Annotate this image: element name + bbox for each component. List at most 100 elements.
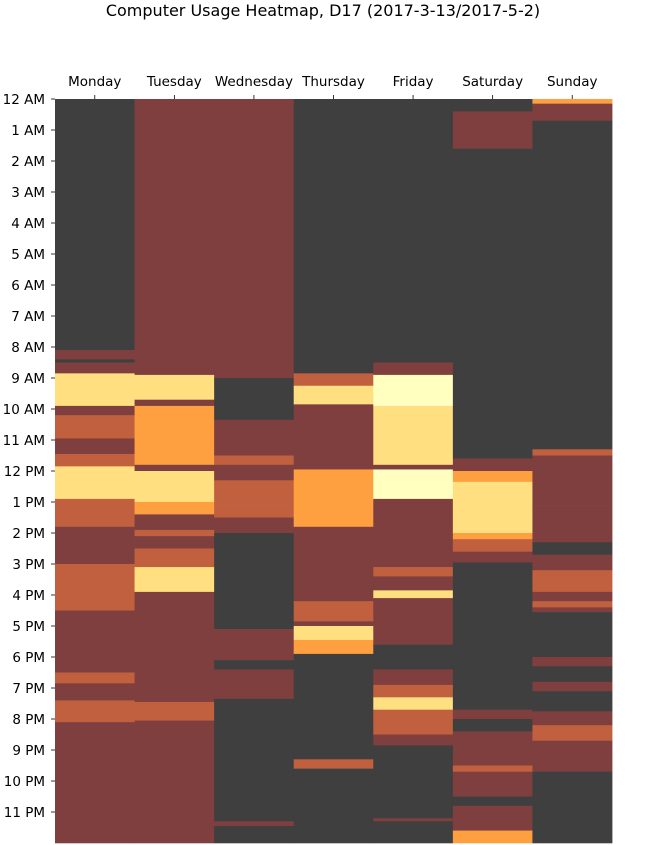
heatmap-cell [214, 99, 295, 379]
heatmap-cell [214, 660, 295, 670]
heatmap-cells [55, 99, 613, 844]
chart-title: Computer Usage Heatmap, D17 (2017-3-13/2… [106, 1, 540, 20]
heatmap-cell [373, 374, 454, 407]
x-tick-label: Saturday [462, 74, 523, 90]
heatmap-cell [452, 415, 533, 459]
heatmap-cell [452, 805, 533, 831]
heatmap-cell [532, 120, 613, 410]
heatmap-cell [532, 657, 613, 667]
heatmap-cell [134, 514, 215, 531]
y-tick-label: 6 AM [11, 278, 45, 294]
y-tick-label: 11 PM [4, 805, 45, 821]
heatmap-cell [293, 495, 374, 515]
heatmap-cell [452, 562, 533, 710]
heatmap-cell [373, 590, 454, 599]
heatmap-cell [214, 378, 295, 421]
heatmap-cell [214, 825, 295, 844]
y-tick-label: 1 AM [11, 123, 45, 139]
heatmap-cell [134, 405, 215, 466]
heatmap-cell [134, 567, 215, 593]
x-tick-label: Monday [68, 74, 121, 90]
heatmap-cell [55, 362, 135, 374]
heatmap-cell [55, 373, 135, 407]
heatmap-cell [532, 103, 613, 121]
heatmap-cell [373, 818, 454, 822]
heatmap-cell [134, 701, 215, 721]
heatmap-cell [214, 419, 295, 456]
heatmap-cell [293, 626, 374, 641]
y-tick-label: 5 PM [12, 619, 45, 635]
heatmap-cell [134, 529, 215, 537]
y-tick-label: 10 AM [3, 402, 45, 418]
heatmap-cell [55, 610, 135, 673]
heatmap-cell [293, 469, 374, 497]
heatmap-cell [373, 821, 454, 844]
heatmap-cell [214, 505, 295, 518]
heatmap-cell [214, 560, 295, 624]
heatmap-cell [55, 526, 135, 565]
y-tick-label: 9 PM [12, 743, 45, 759]
heatmap-cell [532, 740, 613, 772]
heatmap-cell [532, 612, 613, 658]
heatmap-cell [373, 598, 454, 624]
heatmap-cell [293, 548, 374, 593]
heatmap-cell [532, 409, 613, 450]
heatmap-cell [373, 576, 454, 591]
heatmap-cell [214, 698, 295, 822]
heatmap-cell [214, 517, 295, 534]
heatmap-cell [55, 359, 135, 363]
heatmap-cell [293, 759, 374, 769]
heatmap-cell [214, 455, 295, 466]
heatmap-cell [532, 607, 613, 613]
heatmap-cell [214, 622, 295, 630]
heatmap-cell [452, 481, 533, 534]
heatmap-cell [452, 539, 533, 552]
y-tick-label: 9 AM [11, 371, 45, 387]
y-axis-ticks: 12 AM 1 AM 2 AM 3 AM 4 AM 5 AM 6 AM 7 AM 8 AM 9 A… [3, 92, 55, 821]
heatmap-cell [373, 644, 454, 670]
heatmap-cell [55, 722, 135, 844]
y-tick-label: 6 PM [12, 650, 45, 666]
heatmap-cell [373, 498, 454, 568]
heatmap-cell [293, 621, 374, 627]
heatmap-cell [532, 99, 613, 104]
x-tick-label: Tuesday [146, 74, 202, 90]
heatmap-cell [452, 796, 533, 807]
y-tick-label: 12 PM [4, 464, 45, 480]
heatmap-cell [373, 362, 454, 376]
heatmap-cell [55, 99, 135, 351]
y-tick-label: 12 AM [3, 92, 45, 108]
heatmap-cell [452, 551, 533, 563]
heatmap-cell [373, 99, 454, 363]
heatmap-cell [452, 731, 533, 745]
heatmap-cell [532, 601, 613, 608]
y-tick-label: 2 AM [11, 154, 45, 170]
heatmap-cell [293, 653, 374, 760]
heatmap-cell [293, 385, 374, 405]
heatmap-cell [452, 458, 533, 472]
heatmap-cell [532, 591, 613, 602]
heatmap-cell [55, 564, 135, 611]
y-tick-label: 10 PM [4, 774, 45, 790]
y-tick-label: 4 PM [12, 588, 45, 604]
heatmap-cell [55, 405, 135, 416]
heatmap-cell [293, 591, 374, 602]
y-tick-label: 8 AM [11, 340, 45, 356]
heatmap-cell [532, 681, 613, 692]
heatmap-cell [532, 771, 613, 844]
heatmap-cell [373, 697, 454, 710]
heatmap-cell [55, 415, 135, 439]
heatmap-cell [214, 821, 295, 827]
x-axis-ticks: Monday Tuesday Wednesday Thursday Friday Satu… [68, 74, 597, 99]
heatmap-cell [452, 765, 533, 772]
heatmap-cell [452, 709, 533, 720]
heatmap-cell [55, 514, 135, 528]
heatmap-cell [293, 373, 374, 387]
heatmap-cell [532, 666, 613, 683]
heatmap-cell [55, 350, 135, 360]
heatmap-cell [452, 111, 533, 149]
heatmap-cell [293, 526, 374, 549]
heatmap-cell [532, 449, 613, 456]
heatmap-cell [55, 683, 135, 701]
heatmap-cell [134, 548, 215, 568]
